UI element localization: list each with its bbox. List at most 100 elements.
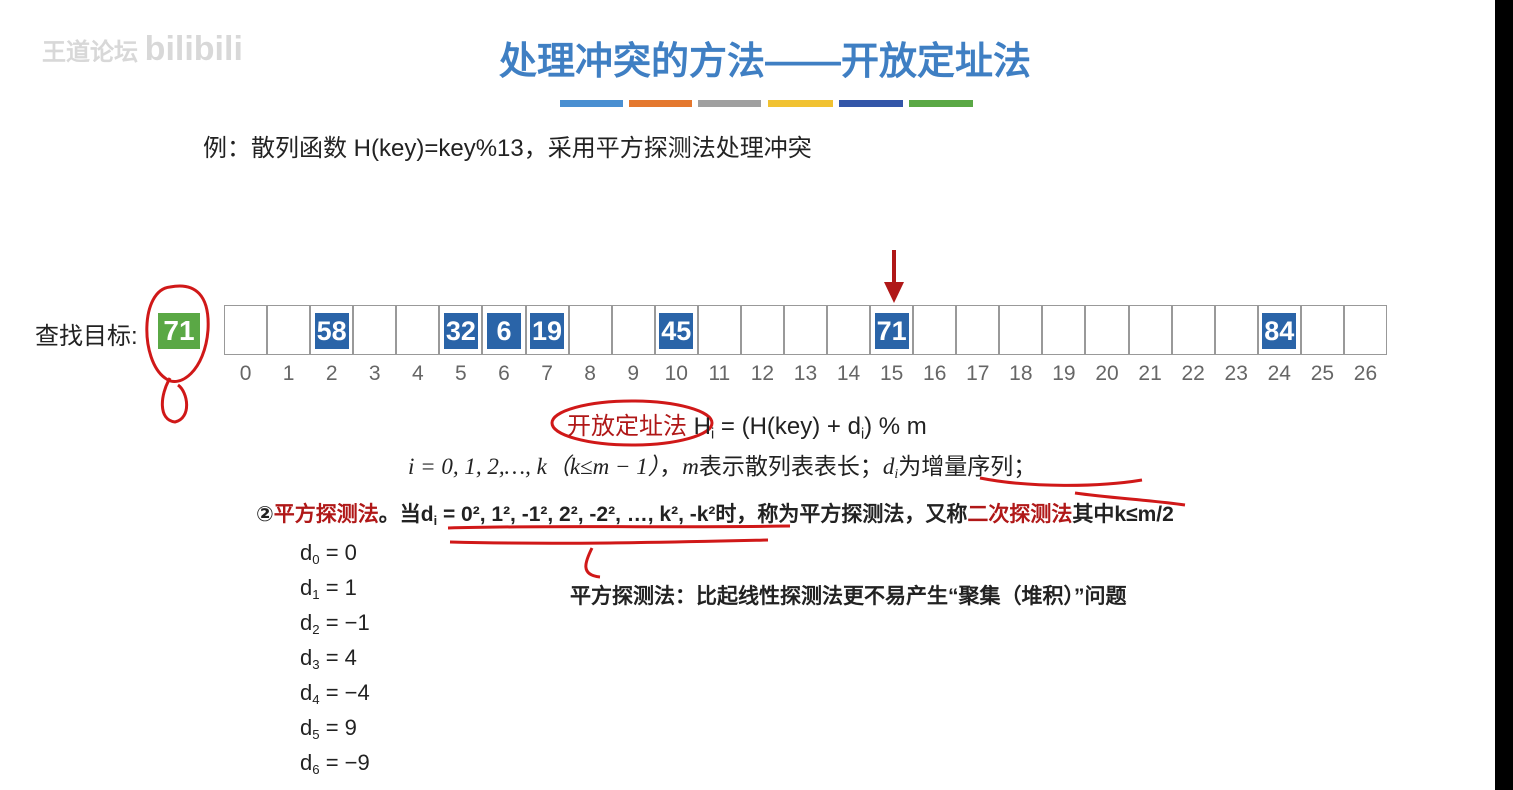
text: i [860, 426, 865, 443]
increment: d1 = 1 [300, 575, 357, 602]
filled-slot: 45 [659, 313, 694, 349]
index-label: 12 [750, 362, 775, 385]
increment: d5 = 9 [300, 715, 357, 742]
index-label: 23 [1224, 362, 1248, 385]
note: 平方探测法：比起线性探测法更不易产生“聚集（堆积）”问题 [570, 585, 1127, 608]
text: d [300, 645, 313, 670]
cell [310, 305, 354, 355]
increment: d0 = 0 [300, 540, 357, 567]
cell [1343, 305, 1387, 355]
index-label: 24 [1267, 362, 1291, 385]
text: 平方探测法 [273, 503, 379, 526]
index-label: 22 [1181, 362, 1205, 385]
text: d [420, 503, 434, 526]
index-label: 13 [793, 362, 818, 385]
text: d [300, 575, 313, 600]
index-label: 2 [325, 362, 338, 385]
text: 表示散列表表长； [698, 453, 883, 479]
index-label: 10 [664, 362, 688, 385]
cell [1214, 305, 1258, 355]
text: 为增量序列； [898, 453, 1037, 479]
black-border [1495, 0, 1513, 790]
hand-underline [979, 476, 1186, 507]
text: i [894, 466, 899, 482]
text: 1 [312, 586, 320, 602]
index-label: 16 [923, 362, 947, 385]
cell [740, 305, 784, 355]
text: d [882, 454, 895, 479]
watermark-logo: bilibili [144, 30, 243, 68]
text: 时，称为平方探测法，又称 [715, 503, 968, 526]
cell [353, 305, 397, 355]
text: i [711, 426, 715, 443]
index-label: 21 [1138, 362, 1162, 385]
text: = 9 [319, 715, 357, 740]
text: i [433, 513, 438, 528]
index-label: 8 [584, 362, 596, 385]
cell [1257, 305, 1301, 355]
increment: d3 = 4 [300, 645, 357, 672]
cell [1300, 305, 1344, 355]
increment: d6 = −9 [300, 750, 370, 777]
filled-slot: 58 [314, 313, 349, 349]
cell [1042, 305, 1086, 355]
watermark-text: 王道论坛 [42, 39, 138, 66]
text: i = 0, 1, 2,…, k（k≤m − 1） [408, 454, 660, 479]
text: = 0², 1², -1², 2², -2², …, k², -k² [437, 503, 716, 526]
text: = −9 [319, 750, 370, 775]
formula: 开放定址法 Hi = (H(key) + di) % m [567, 406, 927, 442]
cell [267, 305, 311, 355]
filled-slot: 6 [486, 313, 521, 349]
index-label: 7 [541, 362, 553, 385]
cell [999, 305, 1043, 355]
search-label: 查找目标: [35, 323, 138, 350]
text: ) % m [864, 413, 927, 440]
text: d [300, 540, 313, 565]
index-label: 1 [282, 362, 295, 385]
text: 4 [312, 691, 320, 707]
text: d [300, 715, 313, 740]
cell [396, 305, 440, 355]
cell [525, 305, 569, 355]
text: = 4 [319, 645, 357, 670]
increment: d4 = −4 [300, 680, 370, 707]
watermark: 王道论坛 bilibili [42, 30, 243, 69]
text: 二次探测法 [967, 503, 1073, 526]
index-label: 19 [1052, 362, 1076, 385]
index-label: 14 [836, 362, 861, 385]
increment: d2 = −1 [300, 610, 370, 637]
index-label: 6 [498, 362, 510, 385]
text: 6 [312, 761, 320, 777]
text: 2 [312, 621, 320, 637]
cell [654, 305, 698, 355]
index-label: 25 [1310, 362, 1335, 385]
text: ， [659, 453, 683, 479]
method: 开放定址法 [567, 413, 687, 440]
index-label: 0 [239, 362, 252, 385]
cell [439, 305, 483, 355]
text: ② [256, 503, 274, 526]
hand-underline [447, 524, 791, 579]
cell [482, 305, 526, 355]
cell [783, 305, 828, 355]
index-label: 17 [966, 362, 990, 385]
filled-slot: 19 [530, 313, 565, 349]
definition: i = 0, 1, 2,…, k（k≤m − 1），m表示散列表表长；di为增量… [408, 447, 1036, 482]
text: = 1 [319, 575, 357, 600]
cell [1171, 305, 1215, 355]
text: = −4 [319, 680, 370, 705]
cell [1128, 305, 1172, 355]
hand-circle [145, 284, 210, 424]
text: d [300, 750, 313, 775]
search-target: 71 [158, 313, 200, 349]
index-label: 26 [1353, 362, 1378, 385]
filled-slot: 84 [1262, 313, 1297, 349]
text: = (H(key) + d [714, 413, 861, 440]
cell [827, 305, 871, 355]
rule: ②平方探测法。当di = 0², 1², -1², 2², -2², …, k²… [256, 498, 1174, 528]
text: 。当 [378, 503, 421, 526]
cell [224, 305, 268, 355]
index-label: 20 [1095, 362, 1119, 385]
filled-slot: 71 [874, 313, 909, 349]
